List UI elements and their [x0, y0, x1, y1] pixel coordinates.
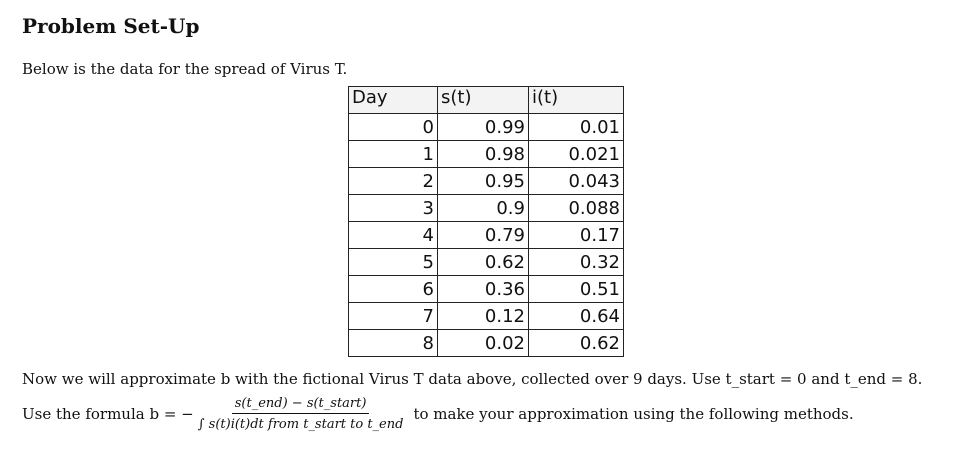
formula-denominator: ∫ s(t)i(t)dt from t_start to t_end: [197, 417, 404, 432]
cell-day: 6: [348, 275, 438, 303]
instruction-paragraph: Now we will approximate b with the ficti…: [22, 370, 922, 388]
page-title: Problem Set-Up: [22, 14, 200, 38]
header-s: s(t): [437, 86, 529, 114]
cell-s: 0.79: [437, 221, 529, 249]
table-row: 3 0.9 0.088: [348, 194, 624, 222]
cell-i: 0.64: [528, 302, 624, 330]
cell-i: 0.17: [528, 221, 624, 249]
cell-i: 0.021: [528, 140, 624, 168]
cell-s: 0.62: [437, 248, 529, 276]
table-row: 5 0.62 0.32: [348, 248, 624, 276]
intro-text: Below is the data for the spread of Viru…: [22, 60, 348, 78]
cell-s: 0.99: [437, 113, 529, 141]
formula-numerator: s(t_end) − s(t_start): [231, 396, 370, 414]
table-row: 2 0.95 0.043: [348, 167, 624, 195]
cell-i: 0.01: [528, 113, 624, 141]
cell-i: 0.62: [528, 329, 624, 357]
virus-data-table: Day s(t) i(t) 0 0.99 0.01 1 0.98 0.021 2 0.95 0.…: [348, 86, 624, 357]
table-row: 0 0.99 0.01: [348, 113, 624, 141]
table-row: 7 0.12 0.64: [348, 302, 624, 330]
formula-paragraph: Use the formula b = − s(t_end) − s(t_sta…: [22, 396, 854, 432]
table-row: 8 0.02 0.62: [348, 329, 624, 357]
cell-i: 0.32: [528, 248, 624, 276]
cell-i: 0.088: [528, 194, 624, 222]
cell-day: 0: [348, 113, 438, 141]
cell-s: 0.98: [437, 140, 529, 168]
cell-i: 0.51: [528, 275, 624, 303]
table-row: 1 0.98 0.021: [348, 140, 624, 168]
cell-day: 2: [348, 167, 438, 195]
cell-day: 8: [348, 329, 438, 357]
formula-suffix: to make your approximation using the fol…: [413, 405, 854, 423]
cell-s: 0.12: [437, 302, 529, 330]
cell-s: 0.36: [437, 275, 529, 303]
formula-fraction: s(t_end) − s(t_start) ∫ s(t)i(t)dt from …: [198, 396, 404, 432]
cell-day: 7: [348, 302, 438, 330]
cell-i: 0.043: [528, 167, 624, 195]
table-row: 6 0.36 0.51: [348, 275, 624, 303]
table-row: 4 0.79 0.17: [348, 221, 624, 249]
cell-day: 4: [348, 221, 438, 249]
formula-prefix: Use the formula b = −: [22, 405, 194, 423]
instruction-text: Now we will approximate b with the ficti…: [22, 370, 923, 388]
header-day: Day: [348, 86, 438, 114]
cell-s: 0.02: [437, 329, 529, 357]
cell-s: 0.9: [437, 194, 529, 222]
cell-day: 3: [348, 194, 438, 222]
cell-s: 0.95: [437, 167, 529, 195]
cell-day: 5: [348, 248, 438, 276]
cell-day: 1: [348, 140, 438, 168]
table-header-row: Day s(t) i(t): [348, 86, 624, 114]
header-i: i(t): [528, 86, 624, 114]
